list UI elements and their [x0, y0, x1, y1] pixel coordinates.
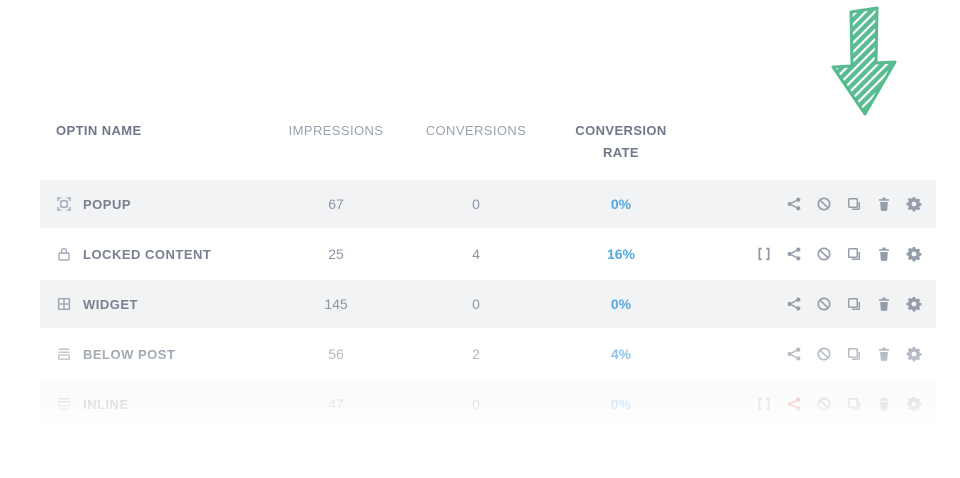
duplicate-icon[interactable]	[846, 196, 862, 212]
table-row: BELOW POST 56 2 4%	[40, 330, 936, 378]
conversion-rate-value: 0%	[610, 296, 632, 312]
gear-icon[interactable]	[906, 396, 922, 412]
optin-name-cell: BELOW POST	[56, 346, 266, 362]
duplicate-icon[interactable]	[846, 396, 862, 412]
optin-table: OPTIN NAME IMPRESSIONS CONVERSIONS CONVERSI…	[40, 120, 936, 430]
column-header-label: OPTIN NAME	[56, 123, 142, 138]
row-actions	[696, 346, 922, 362]
ban-icon[interactable]	[816, 246, 832, 262]
column-header-optin-name: OPTIN NAME	[56, 120, 266, 142]
table-header-row: OPTIN NAME IMPRESSIONS CONVERSIONS CONVERSI…	[40, 120, 936, 164]
gear-icon[interactable]	[906, 246, 922, 262]
optin-name-label: WIDGET	[83, 296, 138, 312]
impressions-value: 67	[328, 196, 344, 212]
optin-name-label: LOCKED CONTENT	[83, 246, 212, 262]
below-post-icon	[56, 346, 72, 362]
table-row: WIDGET 145 0 0%	[40, 280, 936, 328]
optin-name-label: INLINE	[83, 396, 129, 412]
conversions-value: 2	[472, 346, 480, 362]
row-actions	[696, 296, 922, 312]
optin-name-label: BELOW POST	[83, 346, 176, 362]
share-icon[interactable]	[786, 396, 802, 412]
conversion-rate-value: 0%	[610, 396, 632, 412]
embed-brackets-icon[interactable]	[756, 246, 772, 262]
trash-icon[interactable]	[876, 346, 892, 362]
gear-icon[interactable]	[906, 296, 922, 312]
trash-icon[interactable]	[876, 196, 892, 212]
share-icon[interactable]	[786, 346, 802, 362]
ban-icon[interactable]	[816, 196, 832, 212]
optin-name-cell: LOCKED CONTENT	[56, 246, 266, 262]
duplicate-icon[interactable]	[846, 296, 862, 312]
lock-icon	[56, 246, 72, 262]
optin-name-cell: POPUP	[56, 196, 266, 212]
optin-name-label: POPUP	[83, 196, 132, 212]
optin-name-cell: WIDGET	[56, 296, 266, 312]
share-icon[interactable]	[786, 296, 802, 312]
impressions-value: 56	[328, 346, 344, 362]
trash-icon[interactable]	[876, 246, 892, 262]
embed-brackets-icon[interactable]	[756, 396, 772, 412]
conversion-rate-value: 0%	[610, 196, 632, 212]
ban-icon[interactable]	[816, 296, 832, 312]
conversions-value: 0	[472, 396, 480, 412]
trash-icon[interactable]	[876, 396, 892, 412]
row-actions	[696, 246, 922, 262]
duplicate-icon[interactable]	[846, 246, 862, 262]
share-icon[interactable]	[786, 246, 802, 262]
gear-icon[interactable]	[906, 196, 922, 212]
impressions-value: 47	[328, 396, 344, 412]
table-body: POPUP 67 0 0% LOCKED CONTENT 25 4 16% WIDGET 145 0…	[40, 180, 936, 428]
column-header-conversion-rate: CONVERSION RATE	[546, 120, 696, 164]
optin-name-cell: INLINE	[56, 396, 266, 412]
impressions-value: 145	[324, 296, 348, 312]
impressions-value: 25	[328, 246, 344, 262]
gear-icon[interactable]	[906, 346, 922, 362]
share-icon[interactable]	[786, 196, 802, 212]
table-row: POPUP 67 0 0%	[40, 180, 936, 228]
hand-drawn-down-arrow-icon	[831, 6, 897, 116]
ban-icon[interactable]	[816, 396, 832, 412]
conversions-value: 0	[472, 296, 480, 312]
widget-icon	[56, 296, 72, 312]
column-header-label: CONVERSION RATE	[575, 123, 667, 160]
column-header-conversions: CONVERSIONS	[406, 120, 546, 142]
conversions-value: 4	[472, 246, 480, 262]
conversion-rate-value: 16%	[606, 246, 636, 262]
table-row: LOCKED CONTENT 25 4 16%	[40, 230, 936, 278]
column-header-label: CONVERSIONS	[425, 123, 527, 138]
ban-icon[interactable]	[816, 346, 832, 362]
row-actions	[696, 196, 922, 212]
trash-icon[interactable]	[876, 296, 892, 312]
row-actions	[696, 396, 922, 412]
conversion-rate-value: 4%	[610, 346, 632, 362]
inline-icon	[56, 396, 72, 412]
column-header-label: IMPRESSIONS	[288, 123, 384, 138]
column-header-impressions: IMPRESSIONS	[266, 120, 406, 142]
duplicate-icon[interactable]	[846, 346, 862, 362]
conversions-value: 0	[472, 196, 480, 212]
popup-icon	[56, 196, 72, 212]
table-row: INLINE 47 0 0%	[40, 380, 936, 428]
